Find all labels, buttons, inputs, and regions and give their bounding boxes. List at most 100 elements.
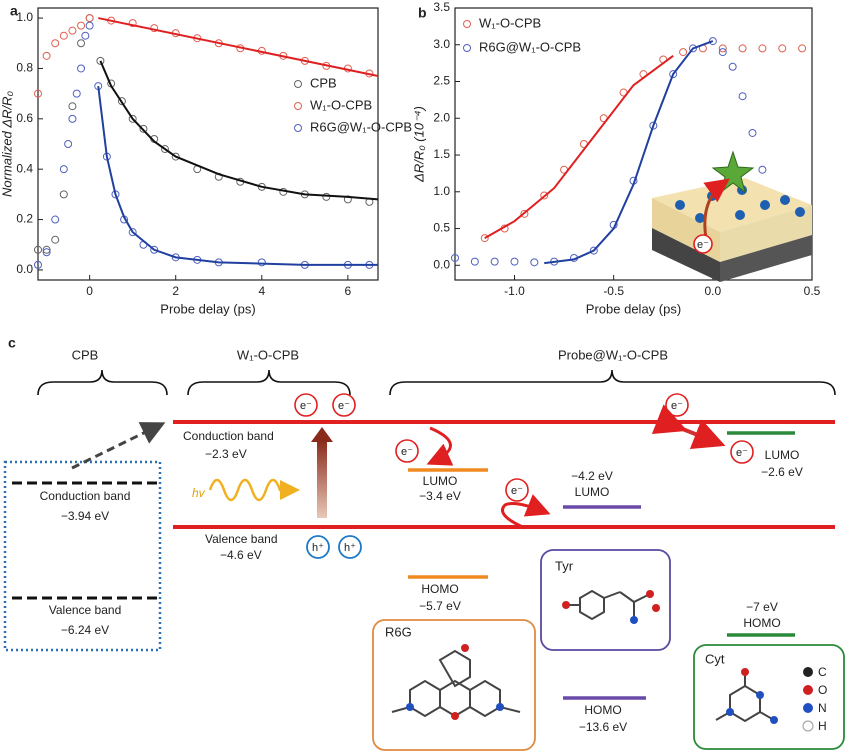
data-point [480,234,489,243]
data-point [77,21,86,30]
data-point [679,48,688,57]
data-point [758,44,767,53]
panel-label: a [10,3,18,19]
label: −7 eV [746,600,778,614]
inset-electron: e⁻ [697,239,709,251]
atom-legend: C [818,665,827,679]
label: Conduction band [183,429,274,443]
label: −2.3 eV [205,447,247,461]
data-point [68,102,77,111]
data-point [738,44,747,53]
data-point [34,260,42,269]
label: −4.2 eV [571,469,613,483]
y-axis-label: Normalized ΔR/R₀ [0,91,14,197]
data-point [718,44,727,53]
data-point [139,124,148,133]
label: −6.24 eV [61,623,109,637]
transfer-arrow [426,426,454,466]
y-tick-label: 0.5 [433,221,450,235]
molecule-name: R6G [385,624,412,639]
data-point [728,62,737,71]
panel-label: c [8,335,16,351]
data-point [81,31,90,40]
label: HOMO [743,616,780,630]
data-point [718,48,727,57]
electron: e⁻ [736,447,748,459]
plot-frame [37,7,379,281]
data-point [510,257,519,266]
data-point [708,37,717,46]
legend-marker [294,102,302,110]
data-point [689,44,697,53]
y-tick-label: 2.5 [433,74,450,88]
data-point [77,64,86,73]
chart: a 0 2 4 6 0.0 0.2 0.4 0.6 0.8 1.0 Probe delay (ps) N… [0,3,412,317]
electron: e⁻ [511,485,523,497]
data-point [160,145,169,154]
data-point [34,89,42,98]
label: −3.94 eV [61,509,109,523]
label: LUMO [575,485,610,499]
data-point [798,44,807,53]
atom-legend: H [818,719,827,733]
data-point [59,165,68,174]
fit-line [99,60,379,201]
label: HOMO [421,582,458,596]
x-axis-label: Probe delay (ps) [586,301,681,316]
y-tick-label: 0.2 [16,212,33,226]
data-point [322,192,331,201]
data-point [42,51,51,60]
label: −3.4 eV [419,489,461,503]
data-point [59,31,68,40]
photon-wave [208,478,300,502]
x-tick-label: 6 [345,284,352,298]
legend-marker [463,20,471,28]
x-tick-label: -0.5 [603,284,624,298]
data-point [589,246,598,255]
data-point [117,97,126,106]
data-point [72,89,81,98]
data-point [96,56,105,65]
y-tick-label: 0.4 [16,161,33,175]
data-point [128,19,137,28]
excitation-arrow [311,427,333,442]
plot-frame [454,7,813,281]
cyt-box [693,644,845,750]
x-tick-label: 4 [258,284,265,298]
y-tick-label: 3.5 [433,0,450,14]
label: LUMO [423,474,458,488]
data-point [257,258,266,267]
data-point [758,165,767,174]
data-point [128,114,137,123]
chart: b -1.0 -0.5 0.0 0.5 0.0 0.5 1.0 1.5 2.0 2.5 3.0 3.5 P… [411,0,820,316]
data-point [59,190,68,199]
panel-c: c CPB W₁-O-CPB Probe@W₁-O-CPB Conduction… [3,335,845,751]
legend-marker [463,44,471,52]
data-point [669,70,678,79]
electron: e⁻ [401,446,413,458]
photon-label: hv [192,486,206,500]
legend-marker [294,80,302,88]
x-tick-label: 0.0 [704,284,721,298]
y-tick-label: 1.0 [16,10,33,24]
panel-label: b [418,5,427,21]
data-point [451,253,459,262]
fit-line [544,40,714,265]
legend-marker [294,124,302,132]
label: −4.6 eV [220,548,262,562]
data-point [34,245,42,254]
data-point [85,21,94,30]
atom-legend: N [818,701,827,715]
group-label: CPB [72,347,99,362]
y-tick-label: 0.6 [16,111,33,125]
fit-line [484,54,674,239]
legend-label: W₁-O-CPB [310,97,372,112]
y-tick-label: 0.0 [16,262,33,276]
legend-label: CPB [310,75,337,90]
cpb-box [3,460,162,652]
molecule-name: Tyr [555,558,574,573]
y-axis-label: ΔR/R₀ (10⁻⁴) [411,106,426,183]
tyr-molecule [566,589,651,621]
transfer-arrow [501,494,551,530]
